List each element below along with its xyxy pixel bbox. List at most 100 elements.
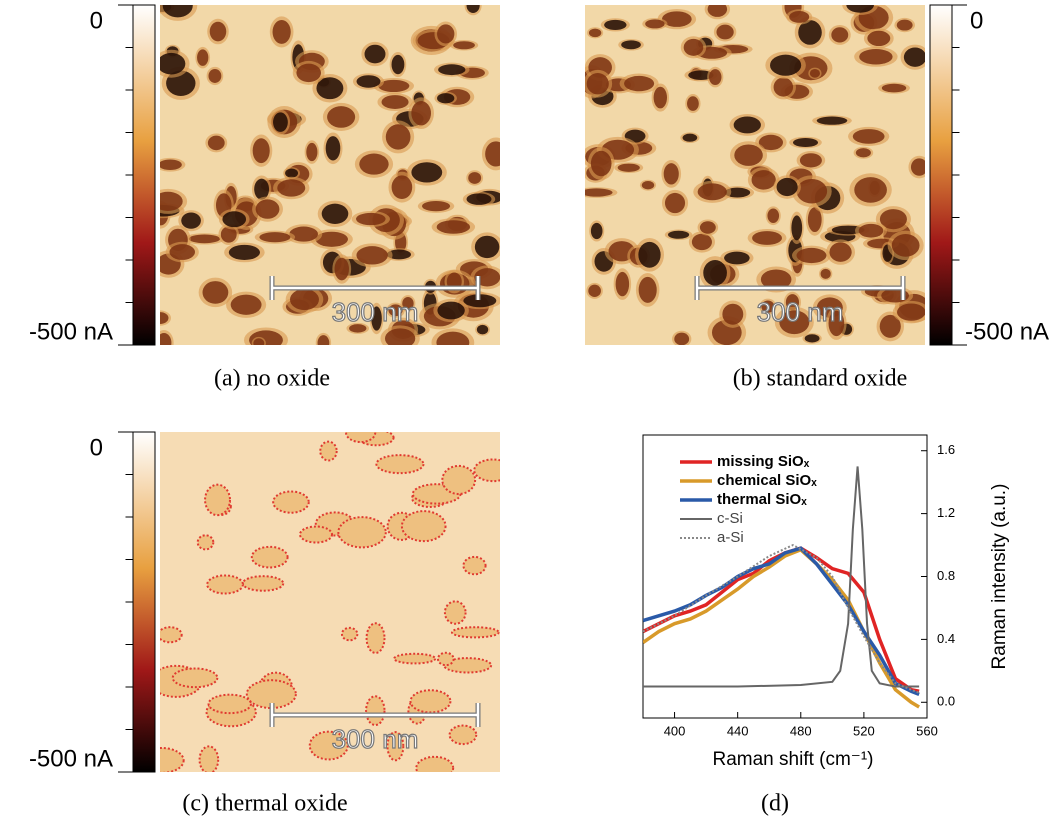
afm-feature [208, 136, 225, 151]
afm-feature [253, 138, 270, 163]
afm-feature [411, 162, 442, 182]
afm-feature [173, 668, 218, 687]
afm-feature [624, 76, 654, 91]
afm-feature [416, 757, 453, 779]
colorbar [930, 5, 952, 345]
afm-feature [290, 289, 319, 310]
afm-feature [587, 73, 609, 94]
colorbar-max-label: 0 [90, 434, 103, 461]
afm-feature [285, 169, 298, 178]
afm-feature [683, 134, 698, 142]
afm-feature [645, 19, 664, 28]
afm-feature [618, 164, 640, 172]
afm-feature [422, 201, 450, 211]
colorbar-min-label: -500 nA [29, 745, 113, 772]
afm-feature [256, 199, 280, 218]
panel-caption: (b) standard oxide [733, 366, 908, 392]
afm-feature [208, 69, 221, 83]
afm-feature [882, 84, 906, 93]
afm-feature [296, 64, 321, 82]
afm-feature [468, 172, 481, 184]
afm-feature [382, 95, 409, 109]
afm-feature [158, 627, 181, 642]
figure: 0-500 nA300 nm(a) no oxide0-500 nA300 nm… [0, 0, 1064, 825]
afm-feature [796, 179, 827, 203]
afm-feature [376, 455, 423, 473]
afm-feature [156, 333, 171, 353]
afm-feature [189, 235, 220, 244]
afm-feature [231, 295, 262, 315]
afm-feature [326, 136, 341, 160]
afm-feature [793, 138, 818, 147]
afm-feature [437, 24, 454, 43]
afm-feature [588, 285, 601, 297]
afm-feature [722, 304, 743, 325]
x-tick-label: 440 [727, 723, 749, 738]
afm-feature [703, 260, 727, 286]
afm-feature [767, 208, 779, 222]
afm-feature [437, 220, 470, 234]
afm-feature [386, 124, 411, 149]
afm-feature [335, 258, 349, 281]
afm-feature [181, 213, 201, 229]
afm-image [140, 423, 511, 779]
afm-feature [222, 211, 246, 227]
afm-feature [438, 64, 465, 75]
afm-feature [810, 69, 820, 78]
afm-feature [402, 511, 446, 541]
afm-feature [638, 242, 660, 268]
afm-feature [639, 277, 657, 303]
afm-feature [205, 485, 230, 515]
afm-feature [716, 25, 733, 40]
afm-feature [774, 78, 793, 97]
afm-feature [277, 179, 305, 196]
afm-feature [867, 31, 890, 46]
afm-feature [709, 69, 721, 85]
x-tick-label: 480 [790, 723, 812, 738]
colorbar-min-label: -500 nA [965, 318, 1049, 345]
afm-feature [436, 332, 469, 354]
afm-feature [394, 654, 435, 664]
afm-feature [485, 141, 507, 166]
afm-feature [698, 183, 727, 200]
afm-feature [589, 29, 601, 38]
afm-feature [318, 335, 330, 350]
afm-feature [665, 193, 685, 213]
colorbar-max-label: 0 [970, 7, 983, 34]
afm-feature [452, 627, 499, 637]
legend-label: thermal SiOₓ [717, 491, 807, 508]
colorbar-max-label: 0 [90, 7, 103, 34]
afm-feature [911, 158, 928, 175]
y-tick-label: 0.0 [937, 694, 955, 709]
y-tick-label: 0.8 [937, 568, 955, 583]
afm-feature [904, 48, 926, 67]
afm-feature [668, 231, 689, 239]
afm-feature [687, 96, 699, 111]
afm-feature [367, 623, 385, 653]
afm-feature [831, 27, 848, 42]
x-axis-label: Raman shift (cm⁻¹) [713, 749, 874, 770]
afm-image [575, 0, 933, 349]
afm-feature [700, 221, 716, 233]
afm-feature [463, 557, 485, 574]
afm-feature [797, 248, 827, 263]
afm-feature [475, 236, 499, 258]
afm-feature [198, 535, 214, 549]
legend-label: missing SiOₓ [717, 453, 810, 470]
panel-caption: (c) thermal oxide [182, 791, 347, 817]
afm-feature [664, 163, 679, 184]
afm-feature [453, 41, 475, 49]
afm-feature [892, 234, 920, 257]
scale-bar-label: 300 nm [757, 297, 844, 327]
afm-feature [359, 154, 388, 175]
afm-feature [300, 527, 332, 543]
afm-feature [273, 20, 291, 44]
afm-feature [169, 244, 195, 260]
afm-feature [243, 576, 283, 591]
legend-label: c-Si [717, 510, 743, 527]
afm-feature [346, 423, 375, 442]
afm-feature [674, 333, 689, 346]
afm-feature [897, 304, 926, 321]
y-tick-label: 1.6 [937, 442, 955, 457]
afm-feature [621, 40, 641, 49]
